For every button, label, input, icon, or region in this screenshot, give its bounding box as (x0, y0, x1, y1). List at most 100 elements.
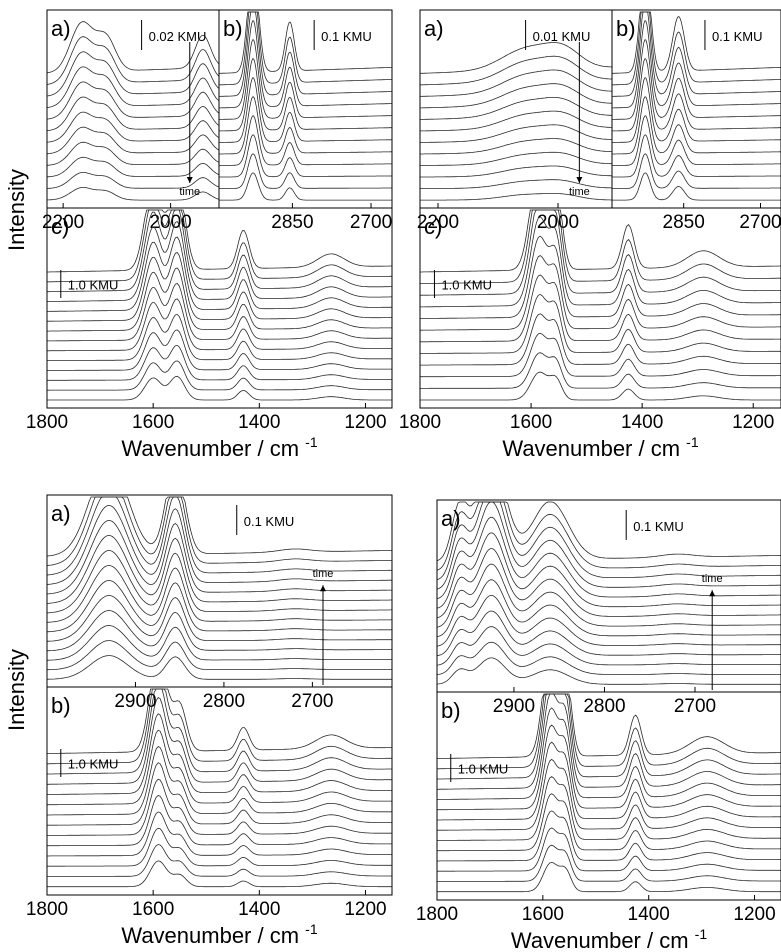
panel-top-right-c: 1800 1600 1400 1200 c) 1.0 KMU Wavenumber / cm… (399, 207, 781, 461)
panel-letter: b) (441, 698, 461, 723)
scale-bar-label: 0.1 KMU (633, 519, 684, 534)
spectrum-trace (46, 126, 220, 155)
panel-bottom-left-a: 2900 2800 2700 a) 0.1 KMU time (46, 494, 393, 712)
spectrum-trace (437, 758, 781, 831)
panel-bottom-left-b: 1800 1600 1400 1200 b) 1.0 KMU Wavenumber / cm… (26, 686, 393, 948)
spectrum-trace (420, 193, 612, 201)
spectrum-trace (47, 252, 393, 322)
spectrum-trace (419, 293, 781, 354)
time-arrow-head (576, 177, 583, 183)
panel-frame (419, 207, 781, 409)
spectrum-trace (612, 39, 781, 120)
panel-letter: b) (223, 16, 243, 41)
x-axis-label: Wavenumber / cm -1 (511, 926, 707, 952)
spectrum-trace (612, 11, 781, 97)
spectrum-trace (46, 519, 392, 595)
spectrum-trace (219, 172, 392, 201)
x-tick-label: 2850 (271, 212, 313, 233)
spectrum-trace (47, 236, 393, 312)
spectrum-trace (47, 696, 392, 785)
x-axis-label: Wavenumber / cm -1 (502, 434, 698, 461)
x-axis-label: Wavenumber / cm -1 (121, 434, 317, 461)
spectrum-trace (437, 844, 781, 882)
x-tick-label: 1200 (344, 899, 386, 920)
spectrum-trace (436, 501, 781, 590)
spectrum-trace (419, 110, 612, 132)
scale-bar-label: 1.0 KMU (441, 278, 492, 293)
spectrum-trace (46, 156, 220, 178)
spectrum-trace (219, 20, 392, 109)
spectrum-trace (47, 375, 392, 401)
time-label: time (313, 568, 334, 580)
spectrum-trace (46, 81, 220, 120)
spectrum-trace (47, 313, 392, 361)
scale-bar-label: 1.0 KMU (68, 278, 119, 293)
spectrum-trace (420, 124, 612, 143)
y-axis-label: Intensity (4, 649, 29, 731)
panel-frame (46, 207, 393, 409)
spectrum-trace (437, 793, 781, 852)
time-arrow-head (320, 585, 326, 592)
spectrum-trace (612, 115, 781, 166)
spectrum-trace (46, 729, 392, 806)
spectrum-trace (46, 36, 220, 85)
figure-bottom-right: 2900 2800 2700 a) 0.1 KMU time 1800 1600 1400 120… (416, 499, 781, 952)
spectrum-trace (437, 693, 781, 770)
x-tick-label: 2200 (42, 212, 84, 233)
spectrum-trace (420, 97, 612, 120)
spectrum-trace (219, 39, 392, 120)
spectrum-trace (46, 504, 392, 585)
panel-letter: a) (51, 16, 71, 41)
spectrum-trace (47, 655, 392, 680)
spectrum-trace (47, 267, 393, 332)
figure-bottom-left: 2900 2800 2700 a) 0.1 KMU time 1800 1600 1400 120… (26, 494, 393, 948)
scale-bar-label: 0.01 KMU (533, 29, 591, 44)
x-tick-label: 1800 (26, 412, 68, 433)
spectrum-trace (436, 516, 781, 600)
x-tick-label: 1800 (26, 899, 68, 920)
spectrum-trace (436, 501, 781, 562)
spectrum-trace (420, 332, 781, 378)
spectrum-trace (47, 360, 392, 391)
x-tick-label: 1800 (416, 904, 458, 925)
spectrum-trace (46, 51, 220, 97)
spectrum-trace (437, 861, 781, 893)
spectrum-trace (436, 724, 781, 811)
scale-bar-label: 0.02 KMU (149, 29, 207, 44)
spectrum-trace (47, 778, 392, 836)
spectrum-trace (47, 640, 392, 671)
spectrum-trace (219, 115, 392, 166)
spectrum-trace (47, 827, 392, 867)
x-tick-label: 2700 (674, 696, 716, 717)
spectrum-trace (46, 535, 392, 604)
spectrum-trace (419, 42, 613, 74)
panel-bottom-right-b: 1800 1600 1400 1200 b) 1.0 KMU Wavenumber / cm… (416, 691, 781, 952)
spectrum-trace (420, 83, 612, 109)
spectrum-trace (612, 134, 781, 178)
x-tick-label: 2850 (663, 212, 705, 233)
x-tick-label: 2700 (350, 212, 392, 233)
spectrum-trace (436, 595, 781, 647)
spectrum-trace (436, 626, 781, 666)
spectrum-trace (437, 707, 781, 800)
spectrum-trace (436, 693, 781, 759)
panel-letter: c) (51, 214, 69, 239)
spectrum-trace (218, 11, 393, 86)
x-axis-unit-superscript: -1 (695, 926, 708, 942)
spectrum-trace (437, 693, 781, 790)
spectrum-trace (218, 58, 392, 132)
panel-letter: a) (51, 501, 71, 526)
spectrum-trace (436, 501, 781, 571)
panel-letter: a) (441, 506, 461, 531)
spectrum-trace (436, 610, 781, 656)
spectrum-trace (47, 298, 392, 352)
x-tick-label: 1200 (732, 412, 774, 433)
spectrum-trace (437, 693, 781, 780)
spectrum-trace (46, 21, 220, 74)
scale-bar-label: 0.1 KMU (321, 29, 372, 44)
spectrum-trace (47, 172, 220, 189)
spectrum-trace (420, 216, 781, 308)
